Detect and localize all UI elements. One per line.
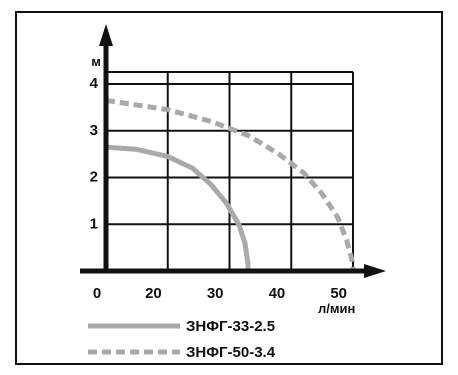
series-lines [105, 97, 356, 271]
legend-label-1: ЗНФГ-33-2.5 [186, 318, 275, 335]
x-axis-unit: л/мин [318, 301, 355, 316]
x-tick-label-20: 20 [145, 285, 162, 302]
grid [106, 71, 354, 271]
y-tick-label-1: 1 [90, 215, 98, 232]
x-tick-label-30: 30 [207, 285, 224, 302]
y-tick-label-4: 4 [90, 75, 99, 92]
legend-label-2: ЗНФГ-50-3.4 [186, 344, 276, 361]
series-line-2 [105, 97, 356, 271]
series-line-1 [105, 144, 251, 271]
x-axis-arrow [364, 264, 386, 278]
y-tick-label-3: 3 [90, 122, 98, 139]
y-tick-label-2: 2 [90, 169, 98, 186]
x-tick-label-0: 0 [93, 285, 101, 302]
y-axis-unit: м [91, 54, 101, 69]
legend: ЗНФГ-33-2.5 ЗНФГ-50-3.4 [88, 318, 276, 361]
x-tick-label-40: 40 [269, 285, 286, 302]
y-axis-arrow [99, 24, 113, 46]
axes [80, 24, 386, 278]
x-tick-label-50: 50 [330, 285, 347, 302]
